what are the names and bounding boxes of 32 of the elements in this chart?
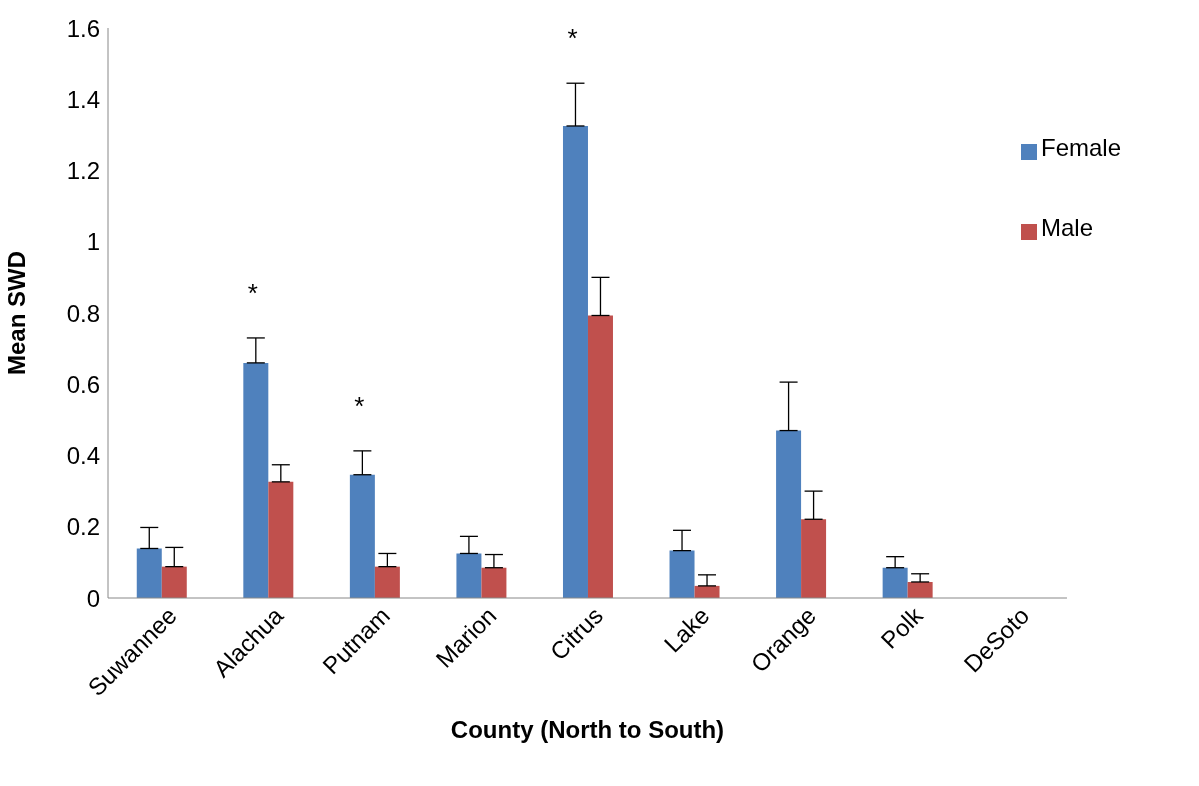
y-tick-label: 0.4 bbox=[66, 442, 100, 470]
bar bbox=[669, 550, 695, 598]
legend-label: Female bbox=[1040, 134, 1121, 161]
bar bbox=[374, 566, 400, 598]
y-tick-label: 0.6 bbox=[66, 370, 100, 398]
y-tick-label: 1 bbox=[86, 228, 100, 256]
bar bbox=[776, 430, 802, 598]
bar bbox=[268, 481, 294, 598]
y-tick-label: 1.4 bbox=[66, 85, 100, 113]
y-tick-label: 1.2 bbox=[66, 157, 100, 185]
y-tick-label: 1.6 bbox=[66, 14, 100, 42]
y-tick-label: 0.2 bbox=[66, 513, 100, 541]
bar bbox=[456, 553, 482, 598]
y-axis-title: Mean SWD bbox=[2, 250, 30, 376]
bar bbox=[243, 362, 269, 598]
legend-label: Male bbox=[1040, 214, 1093, 241]
bar bbox=[587, 315, 613, 598]
y-tick-label: 0 bbox=[86, 584, 100, 612]
bar bbox=[136, 548, 162, 598]
annotation: * bbox=[354, 390, 365, 421]
bar bbox=[907, 581, 933, 598]
y-tick-label: 0.8 bbox=[66, 299, 100, 327]
annotation: * bbox=[567, 23, 578, 54]
x-axis-title: County (North to South) bbox=[450, 716, 725, 743]
annotation: * bbox=[247, 277, 258, 308]
bar bbox=[801, 519, 827, 598]
bar bbox=[161, 566, 187, 598]
x-tick-label: Polk bbox=[875, 601, 929, 654]
bar bbox=[481, 567, 507, 598]
bar bbox=[562, 125, 588, 598]
bar bbox=[349, 474, 375, 598]
bar bbox=[882, 567, 908, 598]
